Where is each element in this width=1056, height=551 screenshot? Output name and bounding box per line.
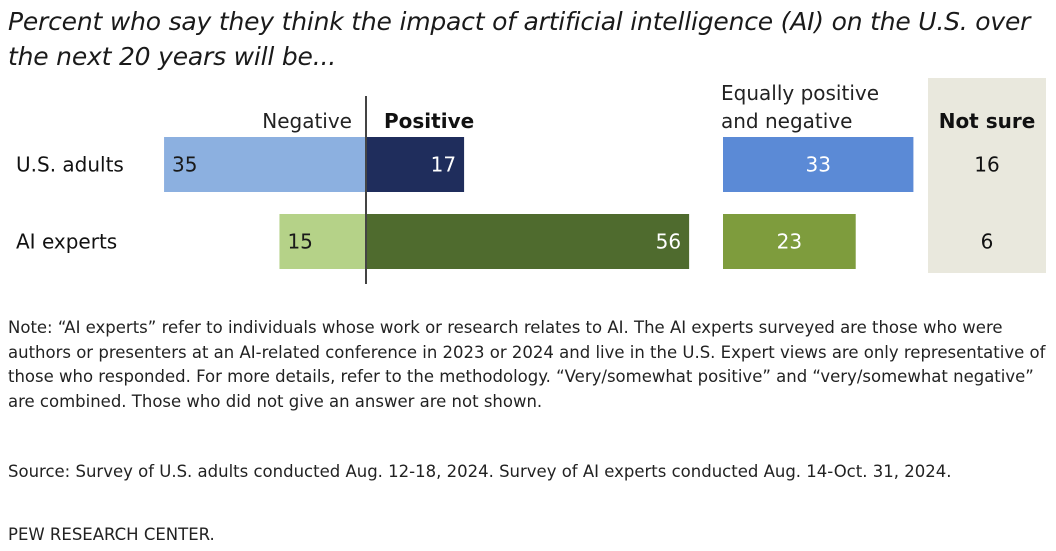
bar-positive-ai-experts bbox=[366, 214, 690, 269]
header-not-sure: Not sure bbox=[939, 109, 1036, 133]
value-negative-ai-experts: 15 bbox=[287, 230, 312, 254]
value-negative-us-adults: 35 bbox=[172, 153, 197, 177]
row-label-ai-experts: AI experts bbox=[16, 230, 117, 254]
header-equally-line1: Equally positive bbox=[721, 81, 879, 105]
value-not-sure-ai-experts: 6 bbox=[981, 230, 994, 254]
not-sure-column-bg bbox=[928, 78, 1046, 273]
value-positive-ai-experts: 56 bbox=[656, 230, 681, 254]
value-equally-us-adults: 33 bbox=[805, 153, 830, 177]
header-equally-line2: and negative bbox=[721, 109, 852, 133]
bar-equally-us-adults bbox=[723, 137, 914, 192]
value-not-sure-us-adults: 16 bbox=[974, 153, 999, 177]
chart-note: Note: “AI experts” refer to individuals … bbox=[8, 318, 1046, 411]
header-positive: Positive bbox=[384, 109, 474, 133]
diverging-bar-chart: Negative Positive Equally positive and nega… bbox=[16, 78, 1046, 284]
row-label-us-adults: U.S. adults bbox=[16, 153, 124, 177]
bar-negative-ai-experts bbox=[279, 214, 366, 269]
value-equally-ai-experts: 23 bbox=[777, 230, 802, 254]
value-positive-us-adults: 17 bbox=[431, 153, 456, 177]
header-negative: Negative bbox=[262, 109, 352, 133]
bar-positive-us-adults bbox=[366, 137, 465, 192]
bar-equally-ai-experts bbox=[723, 214, 856, 269]
organization-credit: PEW RESEARCH CENTER. bbox=[8, 525, 215, 544]
chart-source: Source: Survey of U.S. adults conducted … bbox=[8, 462, 952, 481]
chart-title: Percent who say they think the impact of… bbox=[8, 7, 1031, 71]
bar-negative-us-adults bbox=[164, 137, 366, 192]
